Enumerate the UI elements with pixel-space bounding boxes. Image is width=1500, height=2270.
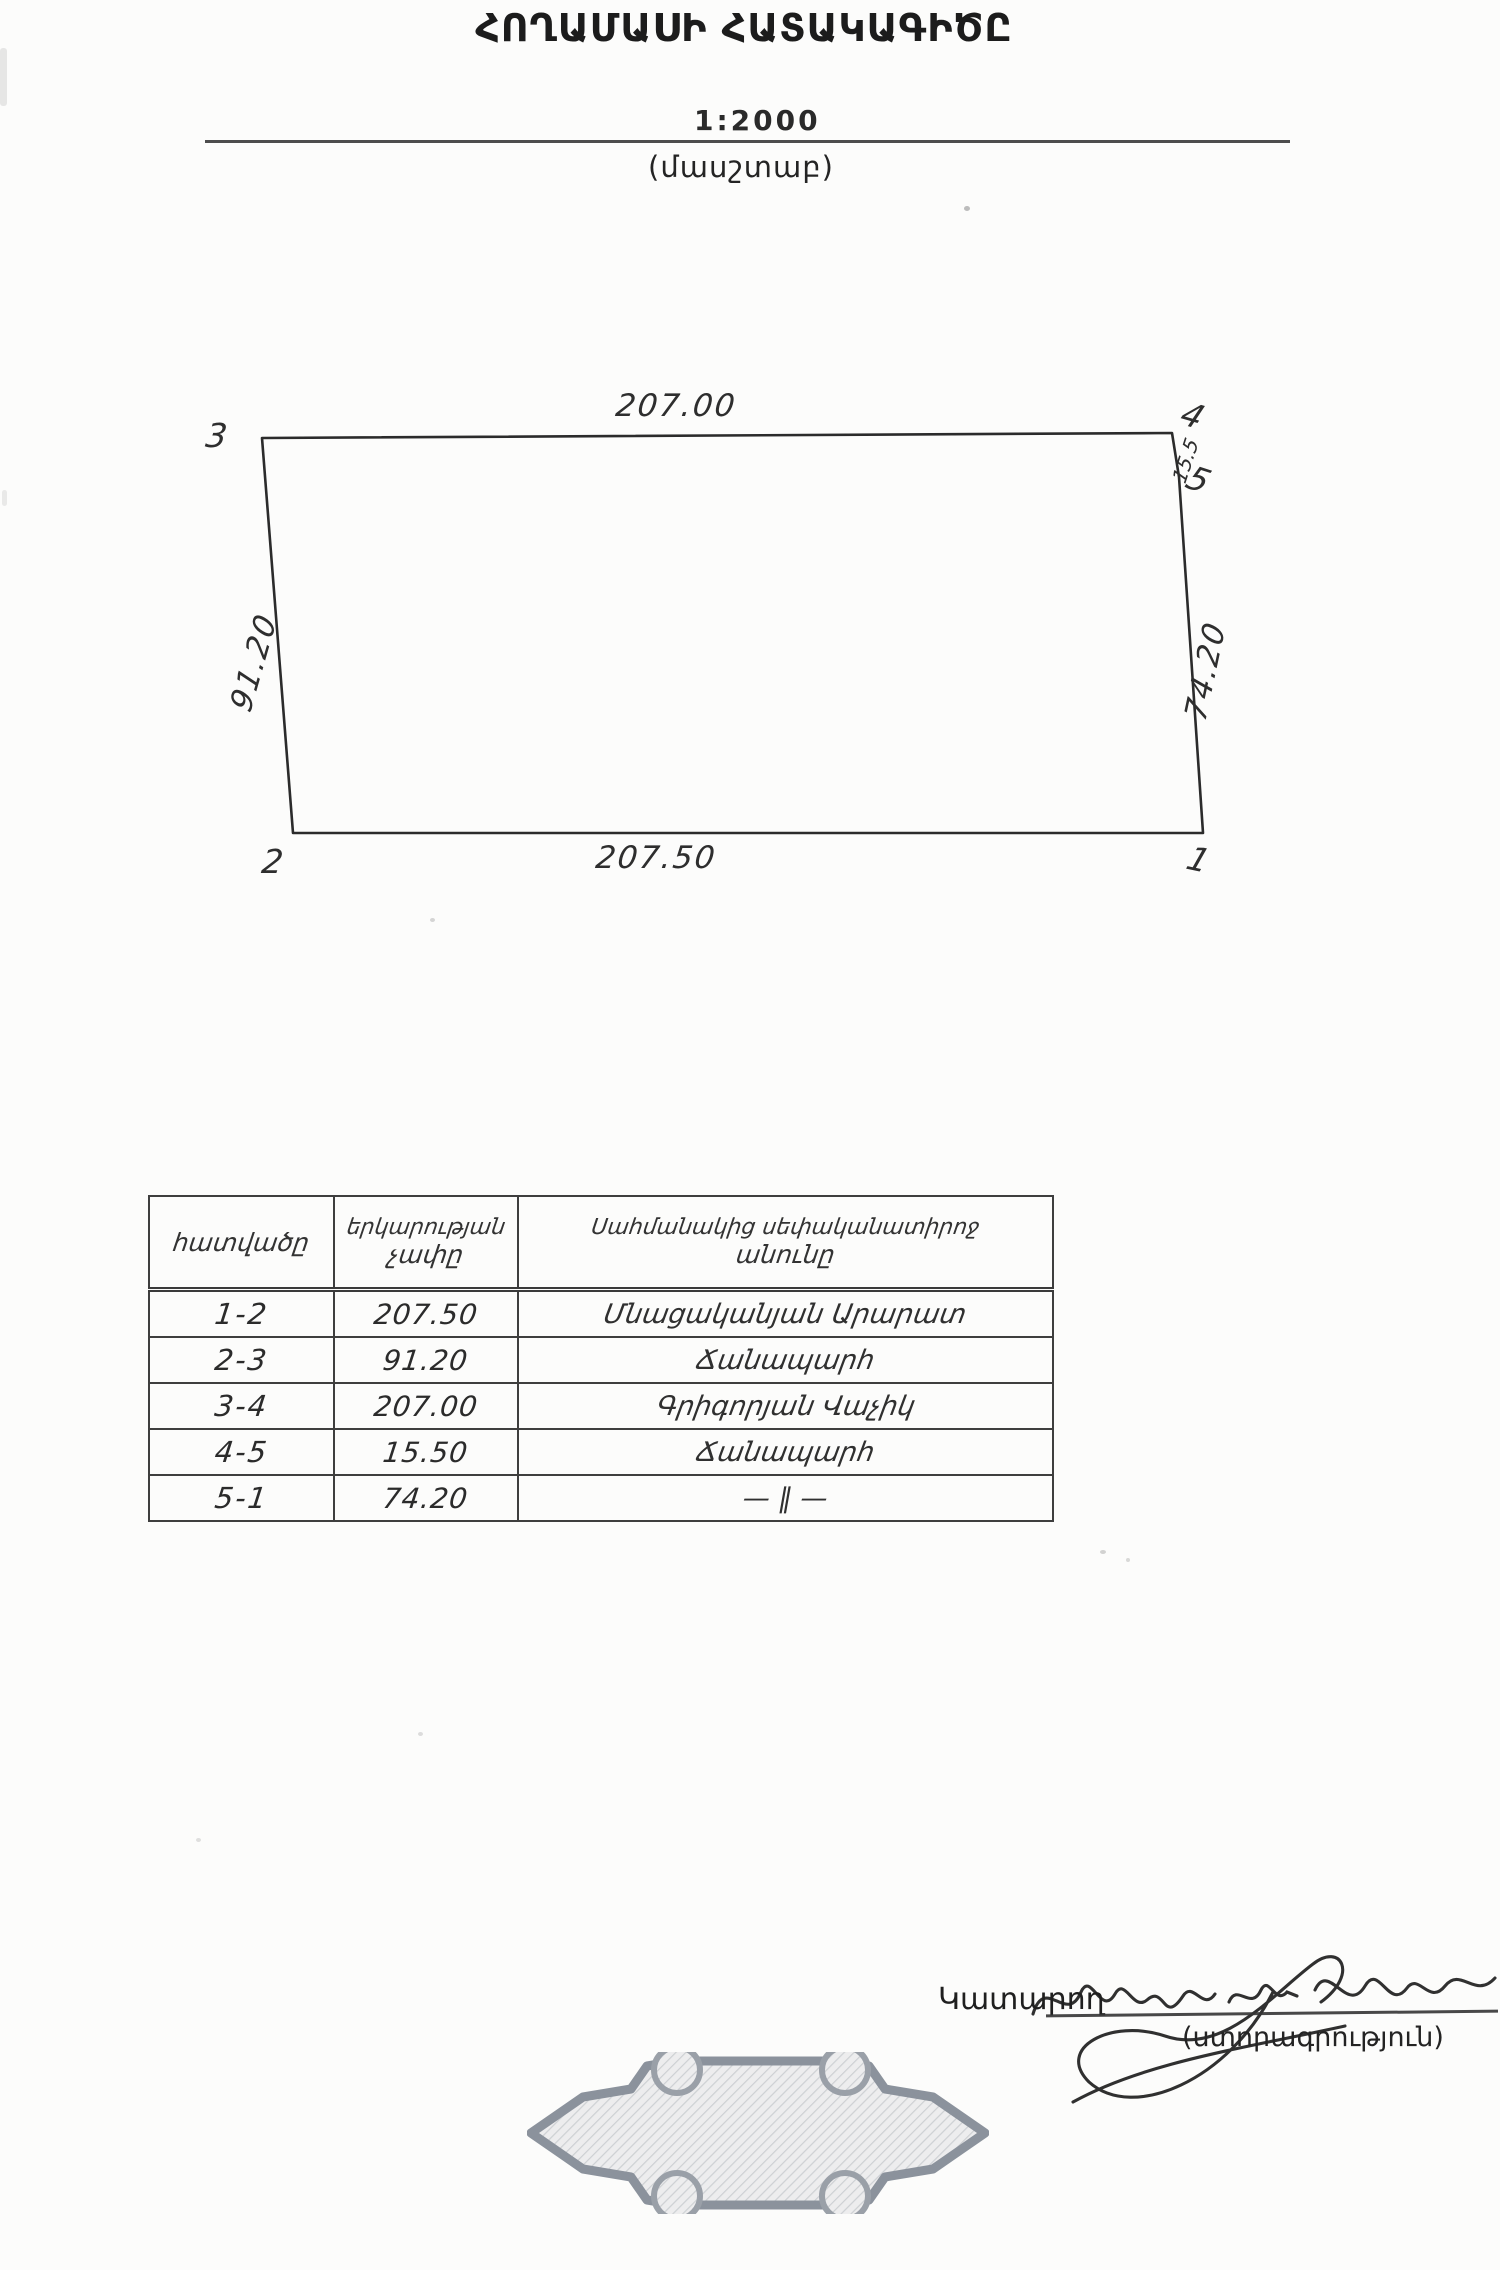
segment-length: 15.50 <box>381 1435 471 1469</box>
edge-length-top: 207.00 <box>613 388 739 424</box>
segment-id: 4-5 <box>212 1435 271 1469</box>
neighbor-name: Գրիգորյան Վաչիկ <box>653 1390 918 1422</box>
scan-edge-smudge <box>2 490 7 506</box>
table-row: 3-4 207.00 Գրիգորյան Վաչիկ <box>148 1382 1054 1430</box>
header-neighbor: Սահմանակից սեփականատիրոջ անունը <box>517 1195 1054 1292</box>
scan-speckle <box>196 1838 201 1842</box>
table-row: 5-1 74.20 — ‖ — <box>148 1474 1054 1522</box>
table-header-row: հատվածը երկարության չափը Սահմանակից սեփա… <box>148 1195 1054 1292</box>
scan-speckle <box>1126 1558 1130 1562</box>
segment-length: 207.00 <box>371 1389 481 1423</box>
edge-length-bottom: 207.50 <box>593 840 719 876</box>
scan-speckle <box>418 1732 423 1736</box>
signature-caption: (ստորագրություն) <box>1182 2022 1444 2053</box>
page-title: ՀՈՂԱՄԱՍԻ ՀԱՏԱԿԱԳԻԾԸ <box>475 6 1013 50</box>
segment-id: 1-2 <box>212 1297 271 1331</box>
scan-edge-smudge <box>0 48 7 106</box>
neighbor-name: Մնացականյան Արարատ <box>601 1298 970 1330</box>
segment-length: 91.20 <box>381 1343 471 1377</box>
table-row: 1-2 207.50 Մնացականյան Արարատ <box>148 1288 1054 1338</box>
header-segment: հատվածը <box>148 1195 335 1292</box>
scan-speckle <box>430 918 435 922</box>
segment-id: 5-1 <box>212 1481 271 1515</box>
scale-ratio: 1:2000 <box>694 104 821 137</box>
scan-speckle <box>1100 1550 1106 1554</box>
scale-caption: (մասշտաբ) <box>648 150 834 184</box>
segment-length: 74.20 <box>381 1481 471 1515</box>
table-row: 2-3 91.20 Ճանապարհ <box>148 1336 1054 1384</box>
scale-underline <box>205 140 1290 143</box>
segment-length: 207.50 <box>371 1297 481 1331</box>
scan-speckle <box>964 206 970 211</box>
segment-id: 3-4 <box>212 1389 271 1423</box>
header-length: երկարության չափը <box>333 1195 519 1292</box>
boundary-table: հատվածը երկարության չափը Սահմանակից սեփա… <box>148 1195 1054 1522</box>
signature-scribble <box>1031 1955 1497 2104</box>
neighbor-name: Ճանապարհ <box>694 1344 877 1376</box>
neighbor-name: — ‖ — <box>740 1482 831 1514</box>
stamp-mark <box>527 2052 989 2214</box>
parcel-outline-drawing <box>260 431 1205 835</box>
segment-id: 2-3 <box>212 1343 271 1377</box>
neighbor-name: Ճանապարհ <box>694 1436 877 1468</box>
table-row: 4-5 15.50 Ճանապարհ <box>148 1428 1054 1476</box>
